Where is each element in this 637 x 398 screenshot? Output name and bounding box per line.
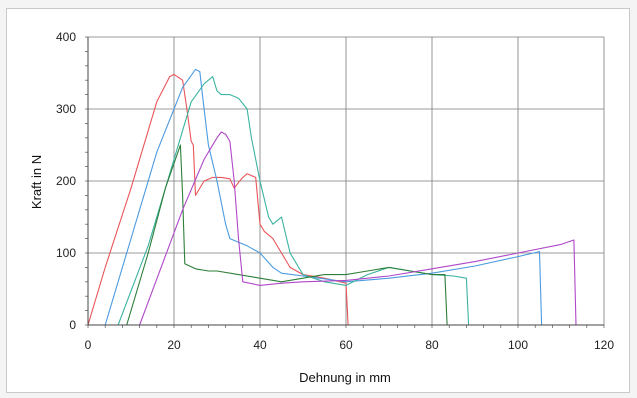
- series-layer: [87, 68, 577, 326]
- minor-ticks: [85, 36, 605, 328]
- x-tick-label-5: 100: [508, 338, 528, 352]
- x-tick-label-4: 80: [425, 338, 439, 352]
- y-tick-label-4: 400: [56, 30, 76, 44]
- series-line-2: [104, 68, 543, 326]
- chart-frame: [6, 8, 630, 393]
- series-line-1: [87, 73, 349, 326]
- axes: [87, 37, 604, 326]
- x-axis-label: Dehnung in mm: [299, 370, 391, 385]
- y-tick-label-1: 100: [56, 246, 76, 260]
- y-axis-label: Kraft in N: [29, 155, 44, 209]
- series-line-4: [126, 144, 448, 326]
- y-tick-label-3: 300: [56, 102, 76, 116]
- y-tick-label-2: 200: [56, 174, 76, 188]
- tick-labels: 0 20 40 60 80 100 120 0 100 200 300 400: [56, 30, 614, 352]
- x-tick-label-6: 120: [594, 338, 614, 352]
- series-line-5: [139, 131, 577, 326]
- x-tick-label-0: 0: [85, 338, 92, 352]
- series-line-3: [117, 76, 470, 326]
- y-tick-label-0: 0: [69, 318, 76, 332]
- x-tick-label-1: 20: [167, 338, 181, 352]
- x-tick-label-3: 60: [339, 338, 353, 352]
- x-tick-label-2: 40: [253, 338, 267, 352]
